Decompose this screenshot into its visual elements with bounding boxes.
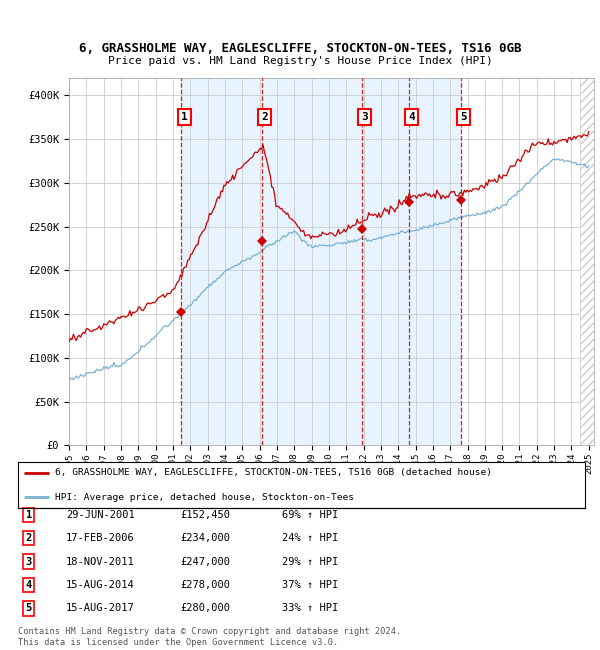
Text: 3: 3 bbox=[361, 112, 368, 122]
Text: 5: 5 bbox=[26, 603, 32, 614]
Text: 3: 3 bbox=[26, 556, 32, 567]
Text: £234,000: £234,000 bbox=[180, 533, 230, 543]
Text: 24% ↑ HPI: 24% ↑ HPI bbox=[282, 533, 338, 543]
Text: 6, GRASSHOLME WAY, EAGLESCLIFFE, STOCKTON-ON-TEES, TS16 0GB (detached house): 6, GRASSHOLME WAY, EAGLESCLIFFE, STOCKTO… bbox=[55, 468, 492, 477]
Text: 4: 4 bbox=[26, 580, 32, 590]
Text: 4: 4 bbox=[408, 112, 415, 122]
Text: Price paid vs. HM Land Registry's House Price Index (HPI): Price paid vs. HM Land Registry's House … bbox=[107, 56, 493, 66]
Text: 1: 1 bbox=[181, 112, 187, 122]
Text: 29-JUN-2001: 29-JUN-2001 bbox=[66, 510, 135, 520]
Text: £280,000: £280,000 bbox=[180, 603, 230, 614]
Text: 33% ↑ HPI: 33% ↑ HPI bbox=[282, 603, 338, 614]
Text: 6, GRASSHOLME WAY, EAGLESCLIFFE, STOCKTON-ON-TEES, TS16 0GB: 6, GRASSHOLME WAY, EAGLESCLIFFE, STOCKTO… bbox=[79, 42, 521, 55]
Text: 1: 1 bbox=[26, 510, 32, 520]
Bar bbox=[181, 78, 461, 445]
Text: 15-AUG-2014: 15-AUG-2014 bbox=[66, 580, 135, 590]
Text: 15-AUG-2017: 15-AUG-2017 bbox=[66, 603, 135, 614]
Text: 37% ↑ HPI: 37% ↑ HPI bbox=[282, 580, 338, 590]
Text: HPI: Average price, detached house, Stockton-on-Tees: HPI: Average price, detached house, Stoc… bbox=[55, 493, 354, 502]
Text: 69% ↑ HPI: 69% ↑ HPI bbox=[282, 510, 338, 520]
Text: 2: 2 bbox=[26, 533, 32, 543]
Text: 5: 5 bbox=[460, 112, 467, 122]
Text: 18-NOV-2011: 18-NOV-2011 bbox=[66, 556, 135, 567]
Text: 2: 2 bbox=[261, 112, 268, 122]
Text: £152,450: £152,450 bbox=[180, 510, 230, 520]
Text: 29% ↑ HPI: 29% ↑ HPI bbox=[282, 556, 338, 567]
Text: £247,000: £247,000 bbox=[180, 556, 230, 567]
Text: 17-FEB-2006: 17-FEB-2006 bbox=[66, 533, 135, 543]
Text: Contains HM Land Registry data © Crown copyright and database right 2024.
This d: Contains HM Land Registry data © Crown c… bbox=[18, 627, 401, 647]
Text: £278,000: £278,000 bbox=[180, 580, 230, 590]
